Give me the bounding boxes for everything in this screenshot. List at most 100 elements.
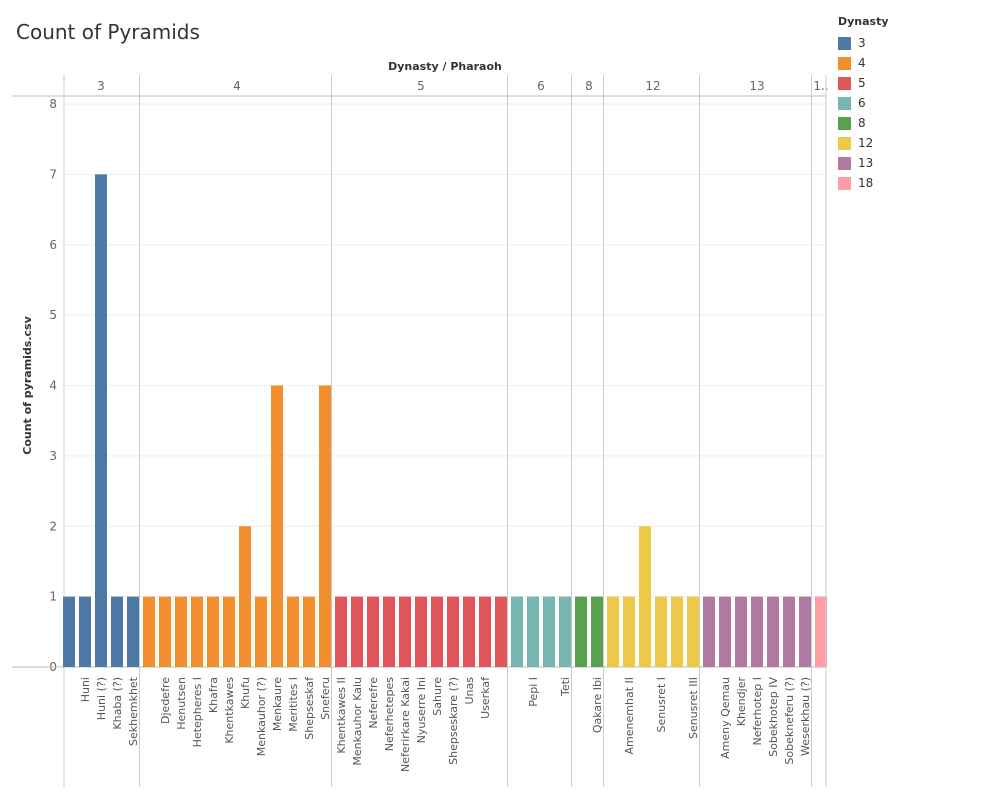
- bar: [95, 174, 107, 667]
- bar: [111, 596, 123, 667]
- x-tick-label: Sahure: [431, 677, 444, 716]
- legend-swatch: [838, 36, 851, 50]
- bar: [383, 596, 395, 667]
- legend-item[interactable]: 6: [838, 93, 889, 113]
- bar: [207, 596, 219, 667]
- x-tick-label: Menkaure: [271, 677, 284, 731]
- legend-item[interactable]: 4: [838, 53, 889, 73]
- x-tick-label: Neferefre: [367, 677, 380, 729]
- bar: [687, 596, 699, 667]
- bar: [351, 596, 363, 667]
- y-tick-label: 1: [49, 590, 57, 604]
- x-tick-label: Hetepheres I: [191, 677, 204, 747]
- legend-item[interactable]: 12: [838, 133, 889, 153]
- legend-label: 4: [858, 56, 866, 70]
- y-tick-label: 7: [49, 167, 57, 181]
- x-tick-label: Userkaf: [479, 676, 492, 719]
- bar: [543, 596, 555, 667]
- y-tick-label: 8: [49, 97, 57, 111]
- bar: [623, 596, 635, 667]
- x-tick-label: Khendjer: [735, 677, 748, 727]
- group-label: 12: [645, 79, 660, 93]
- legend-swatch: [838, 56, 851, 70]
- bar: [255, 596, 267, 667]
- legend-item[interactable]: 8: [838, 113, 889, 133]
- bar: [671, 596, 683, 667]
- group-label: 13: [749, 79, 764, 93]
- bar: [463, 596, 475, 667]
- y-tick-label: 2: [49, 519, 57, 533]
- y-tick-label: 4: [49, 379, 57, 393]
- bar: [175, 596, 187, 667]
- legend-label: 5: [858, 76, 866, 90]
- x-tick-label: Khufu: [239, 677, 252, 709]
- legend-label: 3: [858, 36, 866, 50]
- bar: [319, 385, 331, 667]
- bar: [191, 596, 203, 667]
- chart-title: Count of Pyramids: [16, 20, 200, 44]
- group-label: 8: [585, 79, 593, 93]
- bar: [767, 596, 779, 667]
- x-tick-label: Nyuserre Ini: [415, 677, 428, 743]
- bar: [223, 596, 235, 667]
- x-tick-label: Huni (?): [95, 677, 108, 720]
- legend-item[interactable]: 3: [838, 33, 889, 53]
- column-header: Dynasty / Pharaoh: [388, 60, 502, 73]
- legend-swatch: [838, 176, 851, 190]
- legend-swatch: [838, 96, 851, 110]
- legend-item[interactable]: 13: [838, 153, 889, 173]
- y-tick-label: 3: [49, 449, 57, 463]
- bar: [655, 596, 667, 667]
- x-tick-label: Meritites I: [287, 677, 300, 732]
- legend-label: 13: [858, 156, 874, 170]
- bar: [271, 385, 283, 667]
- legend-item[interactable]: 5: [838, 73, 889, 93]
- legend-label: 18: [858, 176, 874, 190]
- x-tick-label: Weserkhau (?): [799, 677, 812, 756]
- bar: [799, 596, 811, 667]
- bar: [719, 596, 731, 667]
- x-tick-label: Sobekhotep IV: [767, 677, 780, 757]
- legend-title: Dynasty: [838, 15, 889, 28]
- bar: [431, 596, 443, 667]
- x-tick-label: Pepi I: [527, 677, 540, 707]
- bar: [639, 526, 651, 667]
- x-tick-label: Khentkawes II: [335, 677, 348, 754]
- x-tick-label: Khentkawes: [223, 677, 236, 744]
- y-tick-label: 6: [49, 238, 57, 252]
- bar: [735, 596, 747, 667]
- bar: [303, 596, 315, 667]
- x-tick-label: Senusret I: [655, 677, 668, 733]
- x-tick-label: Menkauhor Kaiu: [351, 677, 364, 766]
- group-label: 6: [537, 79, 545, 93]
- legend-label: 6: [858, 96, 866, 110]
- x-tick-label: Sekhemkhet: [127, 676, 140, 746]
- x-tick-label: Qakare Ibi: [591, 677, 604, 733]
- group-label: 5: [417, 79, 425, 93]
- x-tick-label: Djedefre: [159, 677, 172, 724]
- bar: [495, 596, 507, 667]
- x-tick-label: Sneferu: [319, 677, 332, 720]
- x-tick-label: Ameny Qemau: [719, 677, 732, 759]
- bar: [335, 596, 347, 667]
- x-tick-label: Sobekneferu (?): [783, 677, 796, 765]
- x-tick-label: Khafra: [207, 677, 220, 713]
- bar: [447, 596, 459, 667]
- bar: [815, 596, 827, 667]
- bar: [591, 596, 603, 667]
- x-tick-label: Senusret III: [687, 677, 700, 739]
- legend-item[interactable]: 18: [838, 173, 889, 193]
- legend-label: 8: [858, 116, 866, 130]
- bar: [239, 526, 251, 667]
- bar: [415, 596, 427, 667]
- bar: [607, 596, 619, 667]
- bar: [79, 596, 91, 667]
- group-label: 4: [233, 79, 241, 93]
- y-tick-label: 5: [49, 308, 57, 322]
- bar: [159, 596, 171, 667]
- bar: [575, 596, 587, 667]
- legend: Dynasty 3 4 5 6 8 12 13 18: [838, 15, 889, 193]
- x-tick-label: Huni: [79, 677, 92, 702]
- bar: [511, 596, 523, 667]
